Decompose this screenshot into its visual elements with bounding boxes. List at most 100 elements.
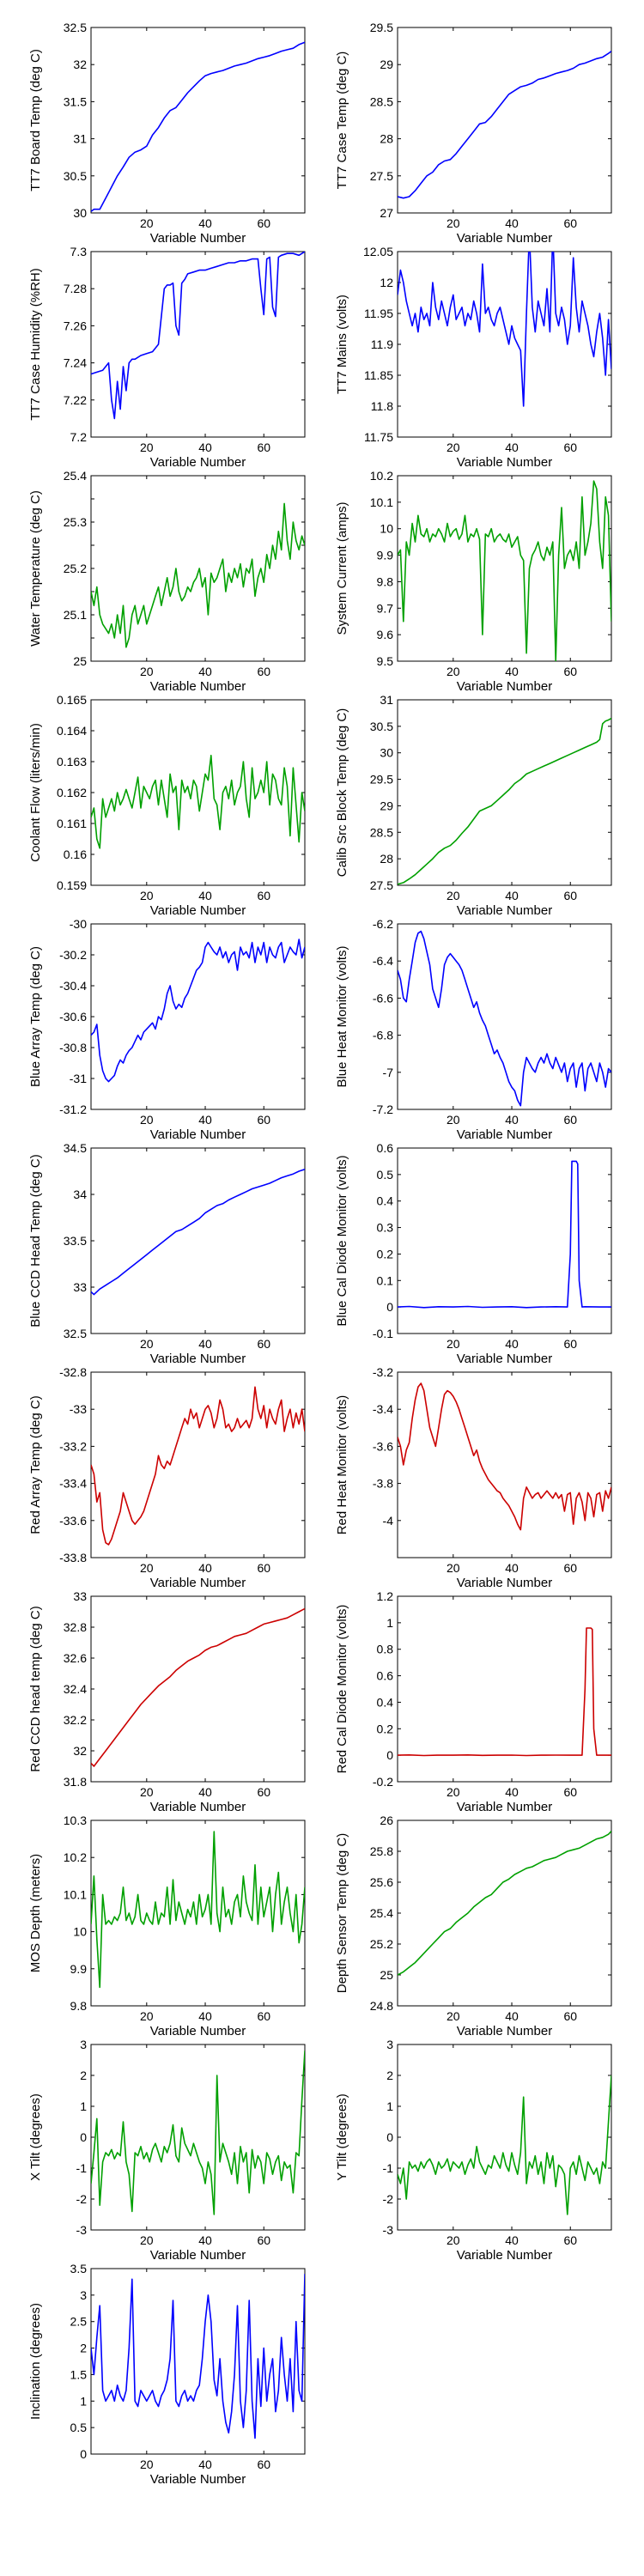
chart-panel: -31.2 -31 -30.8 -30.6 -30.4 -30.2 -30 20 40 60 Var… — [28, 917, 306, 1142]
series-line — [398, 930, 611, 1107]
y-axis-title: Blue Array Temp (deg C) — [28, 946, 43, 1087]
y-axis-title: Water Temperature (deg C) — [28, 490, 43, 647]
x-tick-label: 40 — [198, 440, 212, 454]
x-axis-title: Variable Number — [457, 231, 552, 246]
x-tick-label: 40 — [505, 2009, 519, 2023]
x-tick-label: 20 — [140, 1785, 154, 1799]
y-tick-label: 10.2 — [370, 469, 393, 483]
series-line — [91, 1607, 305, 1767]
y-tick-label: 0.2 — [377, 1722, 394, 1735]
series-line — [398, 1831, 611, 1976]
y-tick-label: 9.8 — [377, 574, 394, 588]
y-tick-label: 10.2 — [64, 1850, 87, 1864]
y-tick-label: 0.163 — [57, 755, 87, 769]
chart-panel: -3 -2 -1 0 1 2 3 20 40 60 Variable Number X Tilt (d… — [28, 2038, 306, 2263]
y-tick-label: 11.75 — [364, 430, 393, 444]
y-tick-label: -32.8 — [59, 1365, 87, 1379]
y-axis-title: Y Tilt (degrees) — [335, 2093, 349, 2180]
x-tick-label: 60 — [563, 2233, 577, 2247]
y-tick-label: -30 — [70, 917, 87, 931]
x-tick-label: 20 — [140, 1337, 154, 1351]
x-tick-label: 20 — [447, 440, 460, 454]
y-tick-label: -3.2 — [373, 1365, 393, 1379]
y-tick-label: 10.3 — [64, 1814, 87, 1827]
y-tick-label: 10.1 — [370, 495, 393, 509]
x-tick-label: 60 — [257, 665, 270, 678]
y-tick-label: 1 — [80, 2394, 87, 2408]
y-tick-label: 25.4 — [64, 469, 87, 483]
y-tick-label: 9.5 — [377, 654, 394, 668]
x-tick-label: 20 — [140, 2233, 154, 2247]
x-tick-label: 40 — [505, 1113, 519, 1127]
y-tick-label: 27.5 — [370, 169, 393, 183]
x-tick-label: 20 — [140, 216, 154, 230]
series-line — [91, 2274, 305, 2439]
y-tick-label: -3.4 — [373, 1402, 393, 1416]
x-axis-title: Variable Number — [150, 1576, 246, 1590]
y-tick-label: 9.7 — [377, 601, 394, 615]
x-tick-label: 20 — [447, 665, 460, 678]
y-tick-label: 28.5 — [370, 94, 393, 108]
y-tick-label: 2.5 — [70, 2315, 88, 2329]
x-tick-label: 60 — [563, 440, 577, 454]
y-tick-label: 25.2 — [64, 562, 87, 575]
y-tick-label: -3.6 — [373, 1439, 393, 1453]
series-line — [91, 1831, 305, 1989]
series-line — [398, 50, 611, 199]
x-tick-label: 40 — [505, 665, 519, 678]
y-tick-label: 1.2 — [377, 1589, 394, 1603]
y-axis-title: Inclination (degrees) — [28, 2303, 43, 2420]
x-tick-label: 60 — [257, 889, 270, 902]
x-axis-title: Variable Number — [457, 455, 552, 470]
y-axis-title: Coolant Flow (liters/min) — [28, 723, 43, 862]
chart-panel: -4 -3.8 -3.6 -3.4 -3.2 20 40 60 Variable Number R… — [335, 1365, 612, 1590]
y-tick-label: 29 — [380, 58, 393, 71]
y-tick-label: 33 — [73, 1280, 87, 1294]
y-tick-label: 0.16 — [64, 848, 87, 861]
x-tick-label: 60 — [257, 2458, 270, 2471]
y-tick-label: -33 — [70, 1402, 87, 1416]
y-tick-label: 0.162 — [57, 786, 87, 799]
plot-frame — [90, 2268, 306, 2455]
x-axis-title: Variable Number — [457, 1576, 552, 1590]
y-tick-label: 31.5 — [64, 94, 87, 108]
x-tick-label: 40 — [198, 889, 212, 902]
y-tick-label: 7.28 — [64, 282, 87, 295]
x-axis-title: Variable Number — [150, 455, 246, 470]
x-tick-label: 20 — [140, 889, 154, 902]
plot-frame — [90, 699, 306, 886]
y-tick-label: -31.2 — [59, 1103, 87, 1116]
x-axis-title: Variable Number — [457, 679, 552, 694]
chart-panel: 25 25.1 25.2 25.3 25.4 20 40 60 Variable Number W… — [28, 469, 306, 694]
series-line — [91, 939, 305, 1083]
y-tick-label: 25.8 — [370, 1844, 393, 1858]
y-tick-label: 32.8 — [64, 1620, 87, 1634]
plot-frame — [90, 27, 306, 214]
x-tick-label: 60 — [257, 2233, 270, 2247]
y-tick-label: 1.5 — [70, 2367, 88, 2381]
y-tick-label: -1 — [383, 2161, 394, 2175]
x-tick-label: 40 — [198, 2233, 212, 2247]
x-axis-title: Variable Number — [150, 679, 246, 694]
y-tick-label: -33.2 — [59, 1439, 87, 1453]
y-tick-label: -0.2 — [373, 1775, 393, 1789]
y-axis-title: X Tilt (degrees) — [28, 2093, 43, 2181]
x-tick-label: 40 — [505, 889, 519, 902]
y-tick-label: 3.5 — [70, 2262, 88, 2275]
y-tick-label: 28 — [380, 852, 393, 866]
series-line — [91, 41, 305, 212]
y-tick-label: 25 — [73, 654, 87, 668]
x-axis-title: Variable Number — [457, 1352, 552, 1366]
x-axis-title: Variable Number — [150, 231, 246, 246]
y-tick-label: -30.6 — [59, 1010, 87, 1024]
y-tick-label: -31 — [70, 1072, 87, 1085]
y-tick-label: 0.165 — [57, 693, 87, 707]
x-axis-title: Variable Number — [457, 2248, 552, 2263]
y-tick-label: -6.2 — [373, 917, 393, 931]
series-line — [91, 2050, 305, 2215]
y-axis-title: Calib Src Block Temp (deg C) — [335, 708, 349, 877]
y-tick-label: 11.85 — [364, 368, 393, 382]
y-tick-label: 3 — [80, 2288, 87, 2302]
y-tick-label: 25.3 — [64, 515, 87, 529]
